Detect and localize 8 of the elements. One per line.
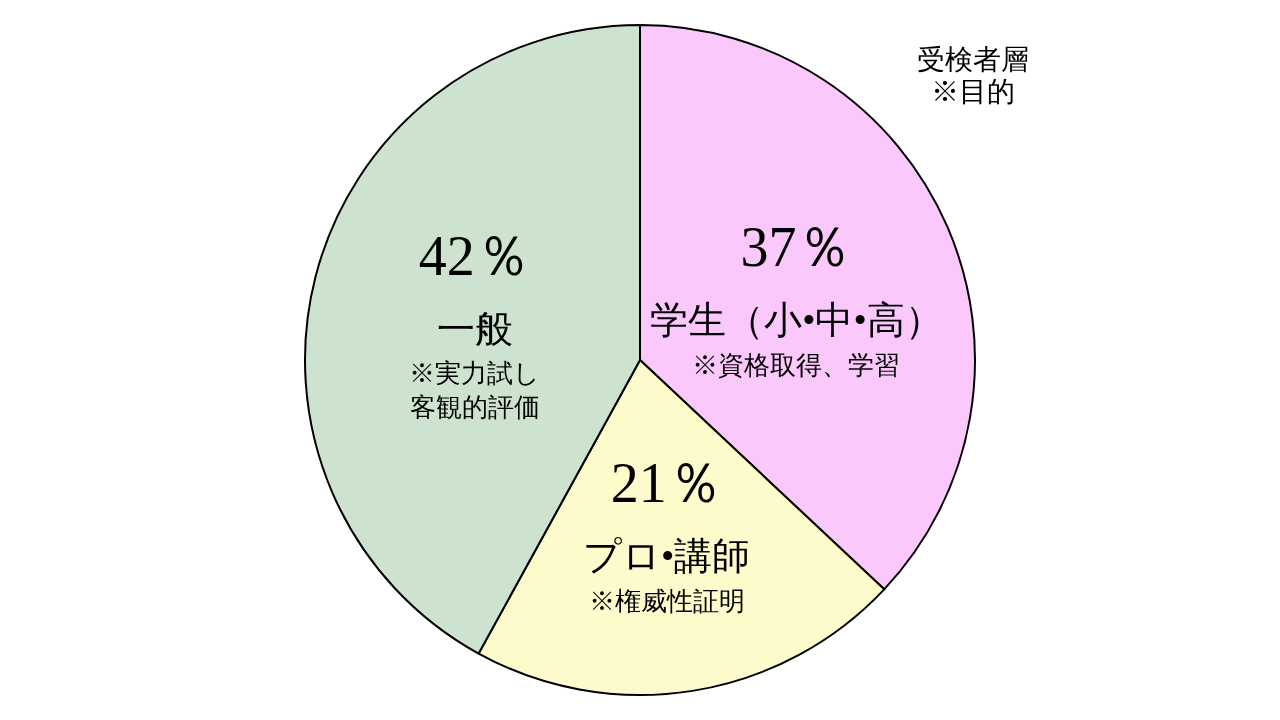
slice-label: プロ•講師 ※権威性証明	[583, 535, 751, 616]
slice-label: 一般 ※実力試し客観的評価	[409, 307, 541, 423]
data-label: 42％	[418, 224, 531, 287]
data-label: 37％	[740, 216, 853, 279]
slice-label: 学生（小•中•高） ※資格取得、学習	[650, 299, 943, 380]
text: ※目的	[931, 75, 1015, 107]
data-label: 21％	[610, 452, 723, 515]
text: 受検者層	[917, 43, 1029, 75]
